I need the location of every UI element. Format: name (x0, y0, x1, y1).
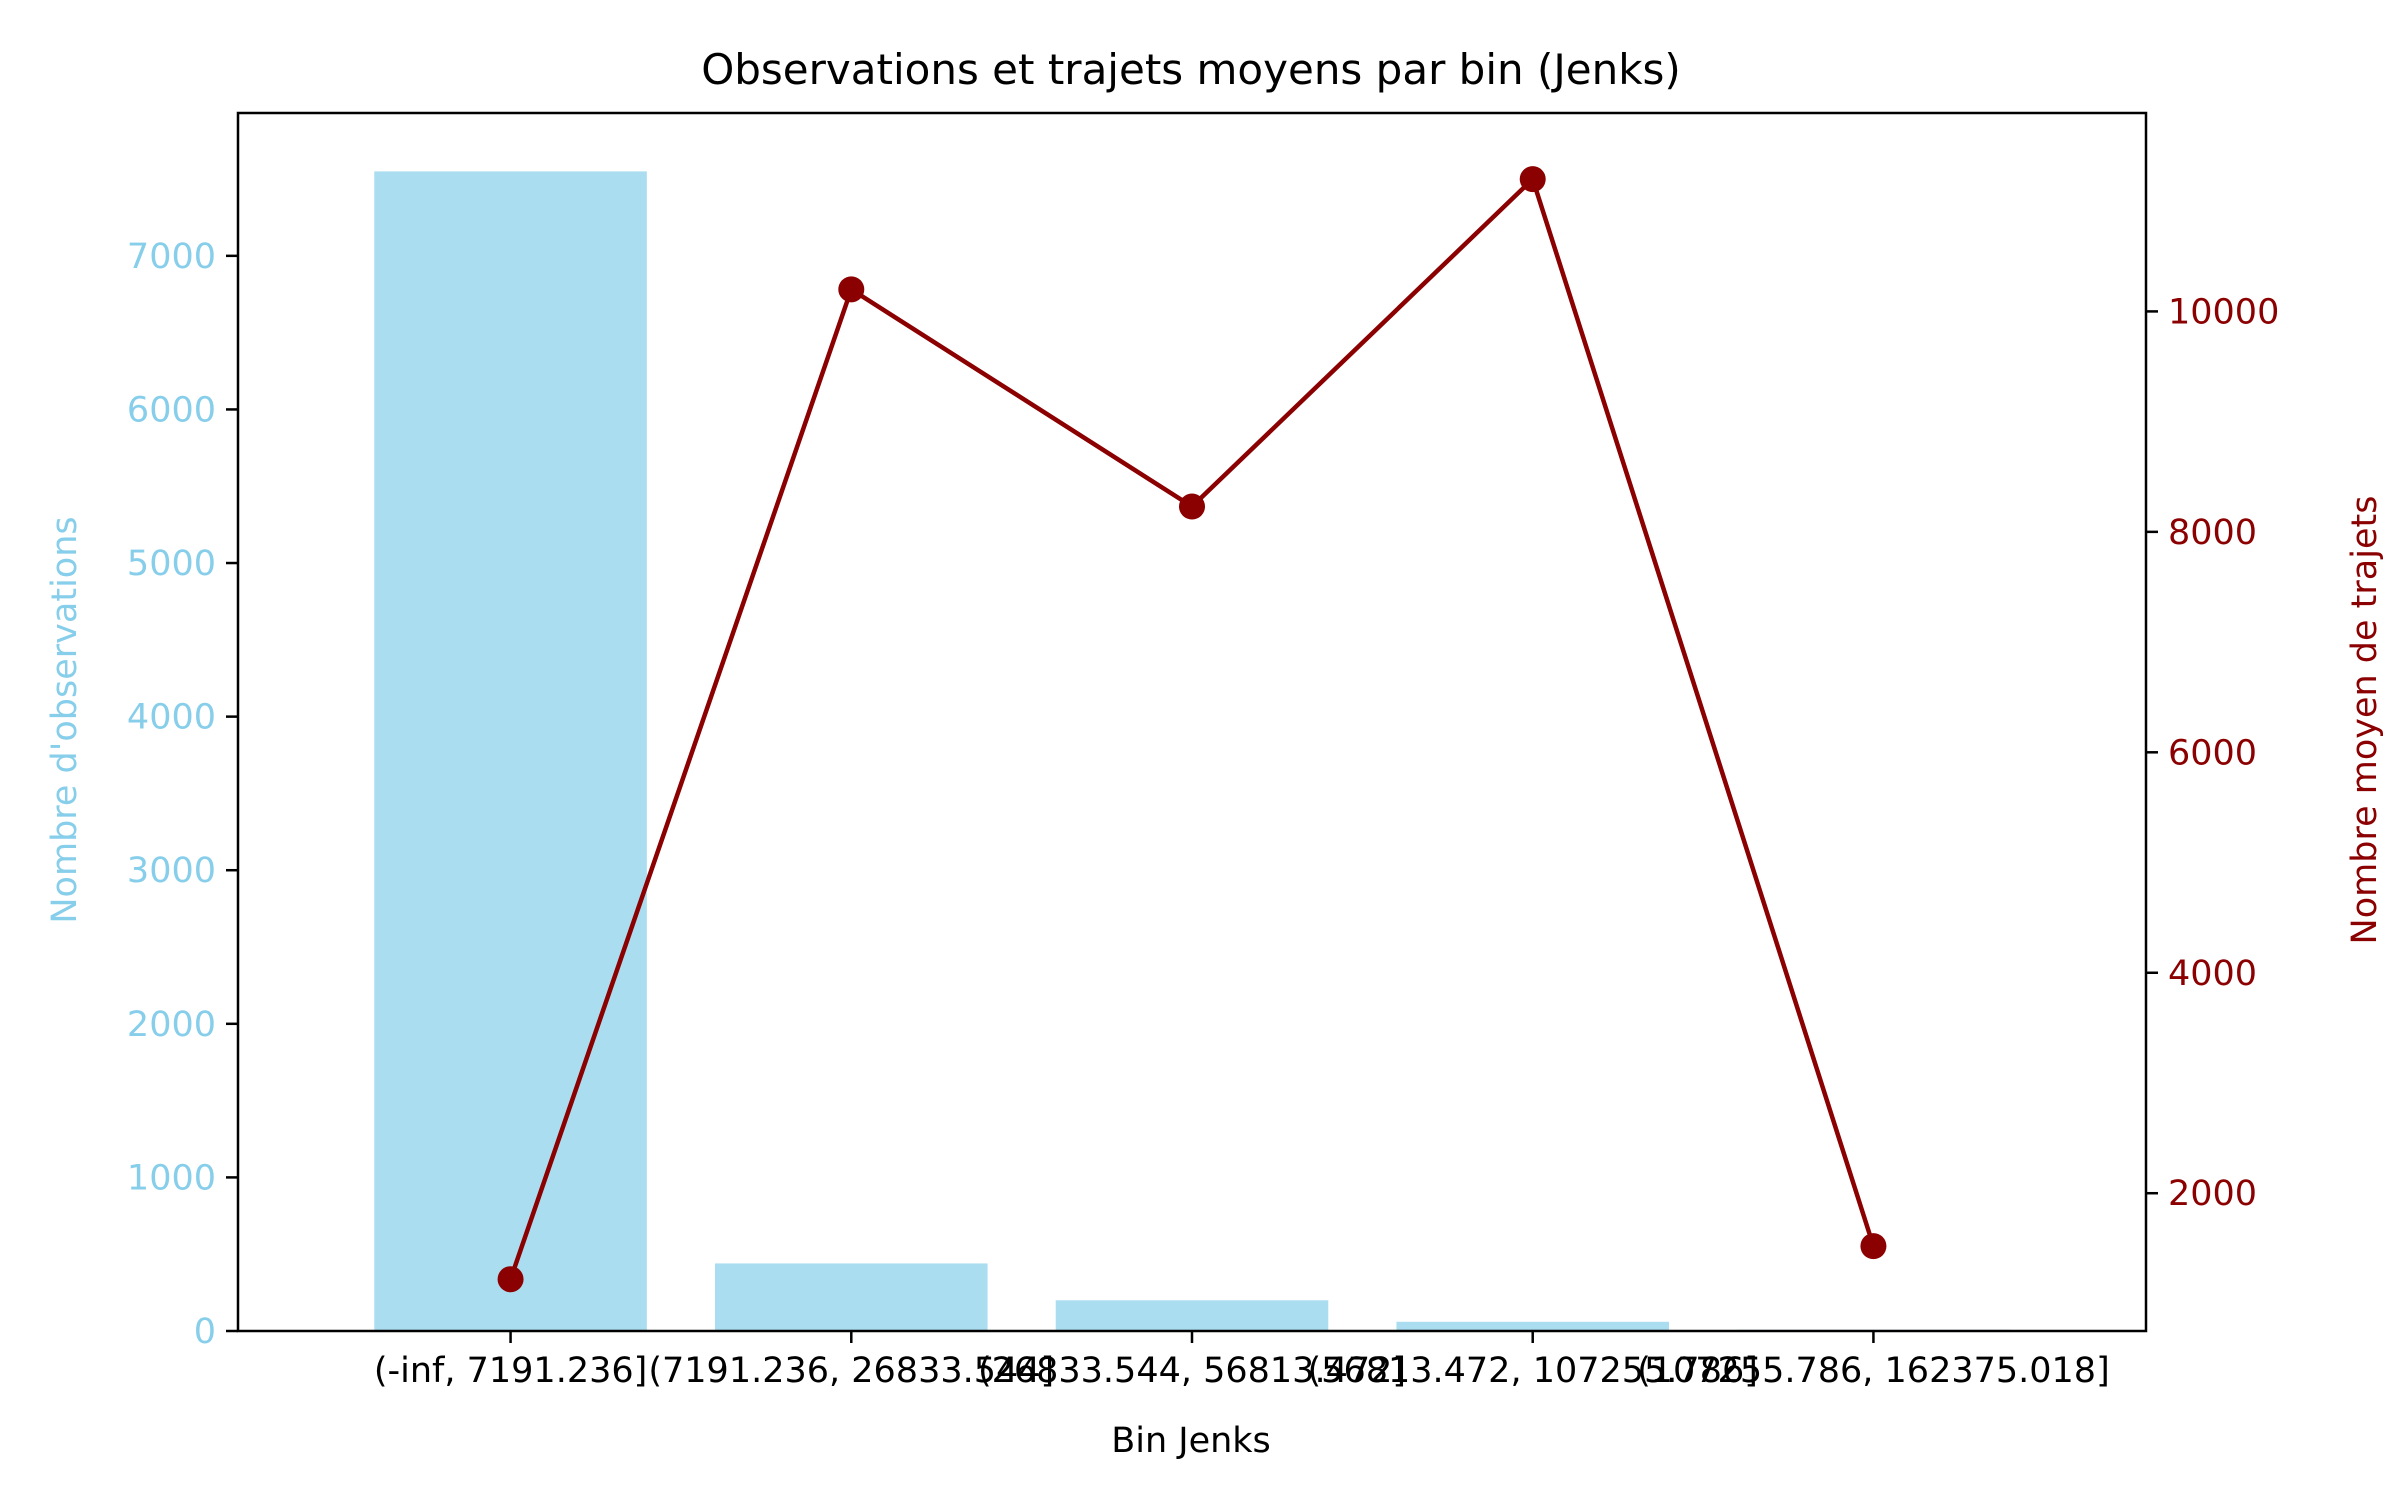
left-tick-label-1: 1000 (127, 1158, 216, 1198)
bars-layer (374, 171, 2010, 1331)
line-point-4 (1860, 1233, 1887, 1260)
chart-title: Observations et trajets moyens par bin (… (701, 45, 1681, 94)
left-tick-label-6: 6000 (127, 390, 216, 430)
bar-1 (715, 1263, 988, 1331)
left-tick-label-5: 5000 (127, 544, 216, 584)
left-y-axis-title: Nombre d'observations (45, 516, 85, 923)
left-tick-label-7: 7000 (127, 237, 216, 277)
right-tick-label-0: 2000 (2168, 1174, 2257, 1214)
line-layer (497, 166, 1887, 1293)
right-tick-label-2: 6000 (2168, 733, 2257, 773)
left-tick-label-3: 3000 (127, 851, 216, 891)
line-point-3 (1519, 166, 1546, 193)
x-axis-title: Bin Jenks (1111, 1421, 1271, 1461)
line-point-1 (838, 276, 865, 303)
x-tick-label-2: (26833.544, 56813.472] (978, 1351, 1406, 1391)
line-series (508, 176, 1876, 1280)
bar-3 (1396, 1321, 1669, 1331)
x-tick-label-4: (107255.786, 162375.018] (1637, 1351, 2110, 1391)
right-tick-label-1: 4000 (2168, 954, 2257, 994)
line-point-0 (497, 1266, 524, 1293)
x-axis: (-inf, 7191.236] (7191.236, 26833.544](26… (374, 1331, 2110, 1391)
left-tick-label-4: 4000 (127, 698, 216, 738)
x-tick-label-3: (56813.472, 107255.786] (1308, 1351, 1758, 1391)
x-tick-label-1: (7191.236, 26833.544] (648, 1351, 1054, 1391)
right-tick-label-4: 10000 (2168, 292, 2279, 332)
left-y-axis: 0 1000 2000 3000 4000 5000 6000 7000 (127, 237, 238, 1352)
bar-2 (1055, 1300, 1329, 1331)
bar-0 (374, 171, 647, 1331)
left-tick-label-0: 0 (194, 1312, 216, 1352)
right-tick-label-3: 8000 (2168, 513, 2257, 553)
left-tick-label-2: 2000 (127, 1005, 216, 1045)
right-y-axis: 2000 4000 6000 8000 10000 (2146, 292, 2279, 1214)
right-y-axis-title: Nombre moyen de trajets (2345, 496, 2385, 945)
x-tick-label-0: (-inf, 7191.236] (374, 1351, 647, 1391)
line-point-2 (1179, 493, 1205, 520)
